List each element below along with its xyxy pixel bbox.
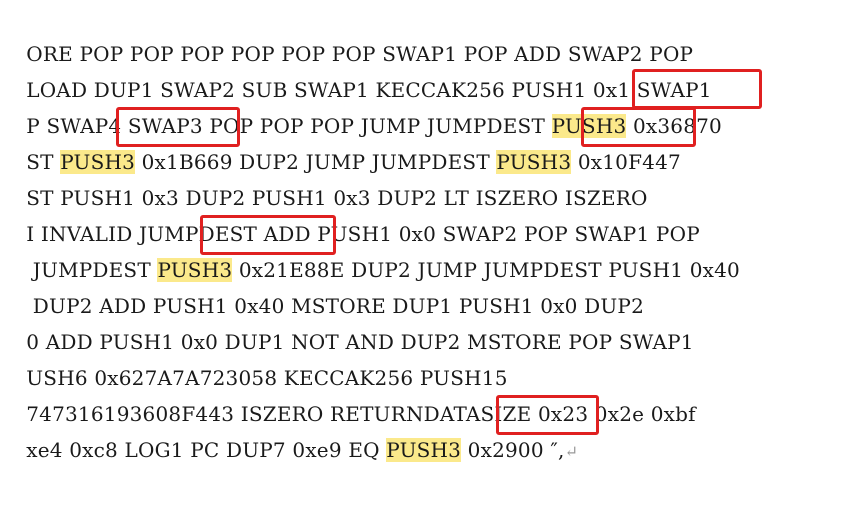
boxed-address: 0x10F447 (577, 150, 681, 174)
highlighted-opcode: PUSH3 (386, 438, 462, 462)
annotation-box (632, 69, 762, 109)
code-text: P SWAP4 SWAP3 POP POP POP JUMP JUMPDEST (26, 114, 552, 138)
code-line-4: ST PUSH3 0x1B669 DUP2 JUMP JUMPDEST PUSH… (0, 108, 681, 174)
annotation-box (200, 215, 336, 255)
code-line-11: 747316193608F443 ISZERO RETURNDATASIZE 0… (0, 360, 696, 426)
boxed-address: 0x21E88E (238, 258, 345, 282)
code-text: 0 ADD PUSH1 0x0 DUP1 NOT AND DUP2 MSTORE… (26, 330, 694, 354)
code-line-5: ST PUSH1 0x3 DUP2 PUSH1 0x3 DUP2 LT ISZE… (0, 144, 648, 210)
highlighted-opcode: PUSH3 (60, 150, 136, 174)
document-page: ORE POP POP POP POP POP POP SWAP1 POP AD… (0, 0, 762, 462)
boxed-address: 0x2900 (467, 438, 544, 462)
code-text: DUP2 ADD PUSH1 0x40 MSTORE DUP1 PUSH1 0x… (26, 294, 644, 318)
highlighted-opcode: PUSH3 (157, 258, 233, 282)
boxed-address: 0x36870 (632, 114, 722, 138)
code-text: ST PUSH1 0x3 DUP2 PUSH1 0x3 DUP2 LT ISZE… (26, 186, 648, 210)
code-line-8: DUP2 ADD PUSH1 0x40 MSTORE DUP1 PUSH1 0x… (0, 252, 644, 318)
code-text: ORE POP POP POP POP POP POP SWAP1 POP AD… (26, 42, 694, 66)
code-text: JUMPDEST (26, 258, 158, 282)
code-line-6: I INVALID JUMPDEST ADD PUSH1 0x0 SWAP2 P… (0, 180, 700, 246)
code-line-12: xe4 0xc8 LOG1 PC DUP7 0xe9 EQ PUSH3 0x29… (0, 396, 578, 462)
code-text: ″, (543, 438, 565, 462)
code-text: xe4 0xc8 LOG1 PC DUP7 0xe9 EQ (26, 438, 387, 462)
highlighted-opcode: PUSH3 (551, 114, 627, 138)
annotation-box (496, 395, 599, 435)
highlighted-opcode: PUSH3 (496, 150, 572, 174)
code-text: DUP2 JUMP JUMPDEST (232, 150, 497, 174)
code-text: I INVALID JUMPDEST ADD PUSH1 0x0 SWAP2 P… (26, 222, 700, 246)
paragraph-mark-icon: ↵ (564, 442, 579, 461)
code-text: ST (26, 150, 61, 174)
code-line-7: JUMPDEST PUSH3 0x21E88E DUP2 JUMP JUMPDE… (0, 216, 740, 282)
annotation-box (581, 107, 696, 147)
code-text: USH6 0x627A7A723058 KECCAK256 PUSH15 (26, 366, 508, 390)
code-line-9: 0 ADD PUSH1 0x0 DUP1 NOT AND DUP2 MSTORE… (0, 288, 694, 354)
annotation-box (116, 107, 240, 147)
boxed-address: 0x1B669 (141, 150, 233, 174)
code-text: LOAD DUP1 SWAP2 SUB SWAP1 KECCAK256 PUSH… (26, 78, 712, 102)
code-line-10: USH6 0x627A7A723058 KECCAK256 PUSH15 (0, 324, 508, 390)
code-line-2: LOAD DUP1 SWAP2 SUB SWAP1 KECCAK256 PUSH… (0, 36, 712, 102)
code-line-1: ORE POP POP POP POP POP POP SWAP1 POP AD… (0, 0, 693, 66)
code-line-3: P SWAP4 SWAP3 POP POP POP JUMP JUMPDEST … (0, 72, 722, 138)
code-text: DUP2 JUMP JUMPDEST PUSH1 0x40 (344, 258, 740, 282)
